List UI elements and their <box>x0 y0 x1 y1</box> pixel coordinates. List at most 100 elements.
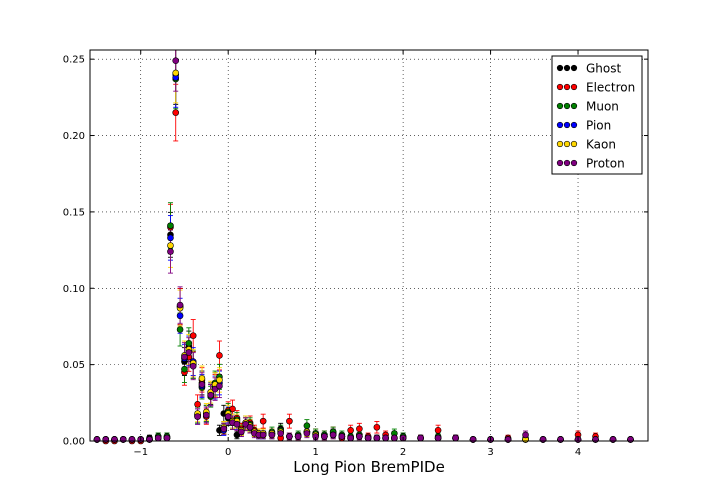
x-tick-label: 2 <box>400 447 406 458</box>
proton-point <box>163 434 171 442</box>
kaon-point <box>198 375 206 382</box>
proton-point <box>364 434 372 442</box>
muon-point <box>181 365 188 373</box>
proton-point <box>391 434 398 442</box>
kaon-point <box>216 376 223 384</box>
proton-point <box>238 428 245 436</box>
proton-point <box>111 436 118 443</box>
muon-point <box>303 422 311 430</box>
proton-point <box>277 430 284 437</box>
x-tick-label: 0 <box>225 447 231 458</box>
kaon-point <box>172 69 180 77</box>
x-tick-label: −1 <box>133 447 148 458</box>
proton-point <box>434 434 442 442</box>
axis-ticks: −1 0 1 2 3 4 0.00 0.05 0.10 0.15 0.20 0.25 <box>63 50 648 458</box>
proton-point <box>539 436 547 443</box>
proton-point <box>146 436 153 443</box>
electron-point <box>259 417 267 425</box>
y-tick-label: 0.20 <box>63 131 85 142</box>
proton-point <box>557 436 564 443</box>
legend: Ghost Electron Muon Pion Kaon Proton <box>551 55 643 175</box>
proton-point <box>259 431 267 439</box>
electron-point <box>216 352 223 359</box>
legend-marker-pion <box>563 121 571 129</box>
proton-point <box>194 413 201 420</box>
legend-marker-pion <box>556 121 564 129</box>
proton-point <box>102 436 110 443</box>
kaon-point <box>167 242 174 249</box>
legend-marker-electron <box>570 83 578 91</box>
proton-point <box>268 431 276 439</box>
legend-marker-kaon <box>570 140 578 148</box>
x-tick-label: 4 <box>575 447 581 458</box>
electron-point <box>286 417 293 425</box>
electron-point <box>356 425 363 433</box>
proton-point <box>93 436 101 443</box>
proton-point <box>220 425 228 433</box>
electron-point <box>373 423 381 431</box>
proton-point <box>356 433 363 440</box>
proton-point <box>154 434 162 442</box>
proton-point <box>329 431 337 439</box>
proton-point <box>294 433 302 440</box>
legend-marker-proton <box>570 159 578 167</box>
legend-marker-ghost <box>556 64 564 72</box>
legend-marker-pion <box>570 121 578 129</box>
legend-marker-proton <box>563 159 571 167</box>
proton-point <box>504 436 512 443</box>
electron-point <box>434 427 442 434</box>
x-axis-label: Long Pion BremPIDe <box>293 458 445 476</box>
proton-point <box>176 301 184 309</box>
proton-point <box>224 413 232 420</box>
proton-point <box>128 436 136 443</box>
proton-point <box>233 420 241 428</box>
proton-point <box>452 434 459 442</box>
electron-point <box>172 109 180 116</box>
proton-point <box>203 411 210 419</box>
proton-point <box>172 57 180 64</box>
proton-point <box>198 381 206 388</box>
y-tick-label: 0.15 <box>63 207 85 218</box>
x-tick-label: 3 <box>487 447 493 458</box>
legend-label-proton: Proton <box>586 157 625 171</box>
proton-point <box>469 436 477 443</box>
proton-point <box>286 433 293 440</box>
legend-marker-ghost <box>570 64 578 72</box>
proton-point <box>609 436 617 443</box>
proton-point <box>181 353 188 361</box>
plot-frame <box>89 49 649 442</box>
y-tick-label: 0.10 <box>63 284 85 295</box>
proton-point <box>207 391 214 399</box>
muon-point <box>176 326 184 333</box>
muon-point <box>167 222 174 229</box>
y-tick-label: 0.05 <box>63 360 85 371</box>
legend-marker-electron <box>563 83 571 91</box>
proton-point <box>627 436 634 443</box>
proton-point <box>417 434 424 442</box>
legend-label-ghost: Ghost <box>586 62 621 76</box>
proton-point <box>246 423 254 431</box>
y-tick-label: 0.00 <box>63 437 85 448</box>
proton-point <box>216 382 223 390</box>
legend-box <box>551 55 643 175</box>
proton-point <box>382 434 389 442</box>
electron-point <box>347 427 354 434</box>
legend-marker-ghost <box>563 64 571 72</box>
legend-label-muon: Muon <box>586 100 619 114</box>
proton-point <box>185 349 193 356</box>
proton-point <box>189 362 197 370</box>
proton-point <box>338 433 346 440</box>
legend-marker-muon <box>563 102 571 110</box>
legend-marker-muon <box>556 102 564 110</box>
legend-label-kaon: Kaon <box>586 138 616 152</box>
legend-label-electron: Electron <box>586 81 635 95</box>
pion-point <box>167 234 174 242</box>
proton-point <box>321 433 328 440</box>
legend-marker-proton <box>556 159 564 167</box>
legend-marker-kaon <box>563 140 571 148</box>
pion-point <box>176 312 184 320</box>
proton-point <box>167 248 174 255</box>
proton-point <box>303 430 311 437</box>
proton-point <box>522 431 529 439</box>
